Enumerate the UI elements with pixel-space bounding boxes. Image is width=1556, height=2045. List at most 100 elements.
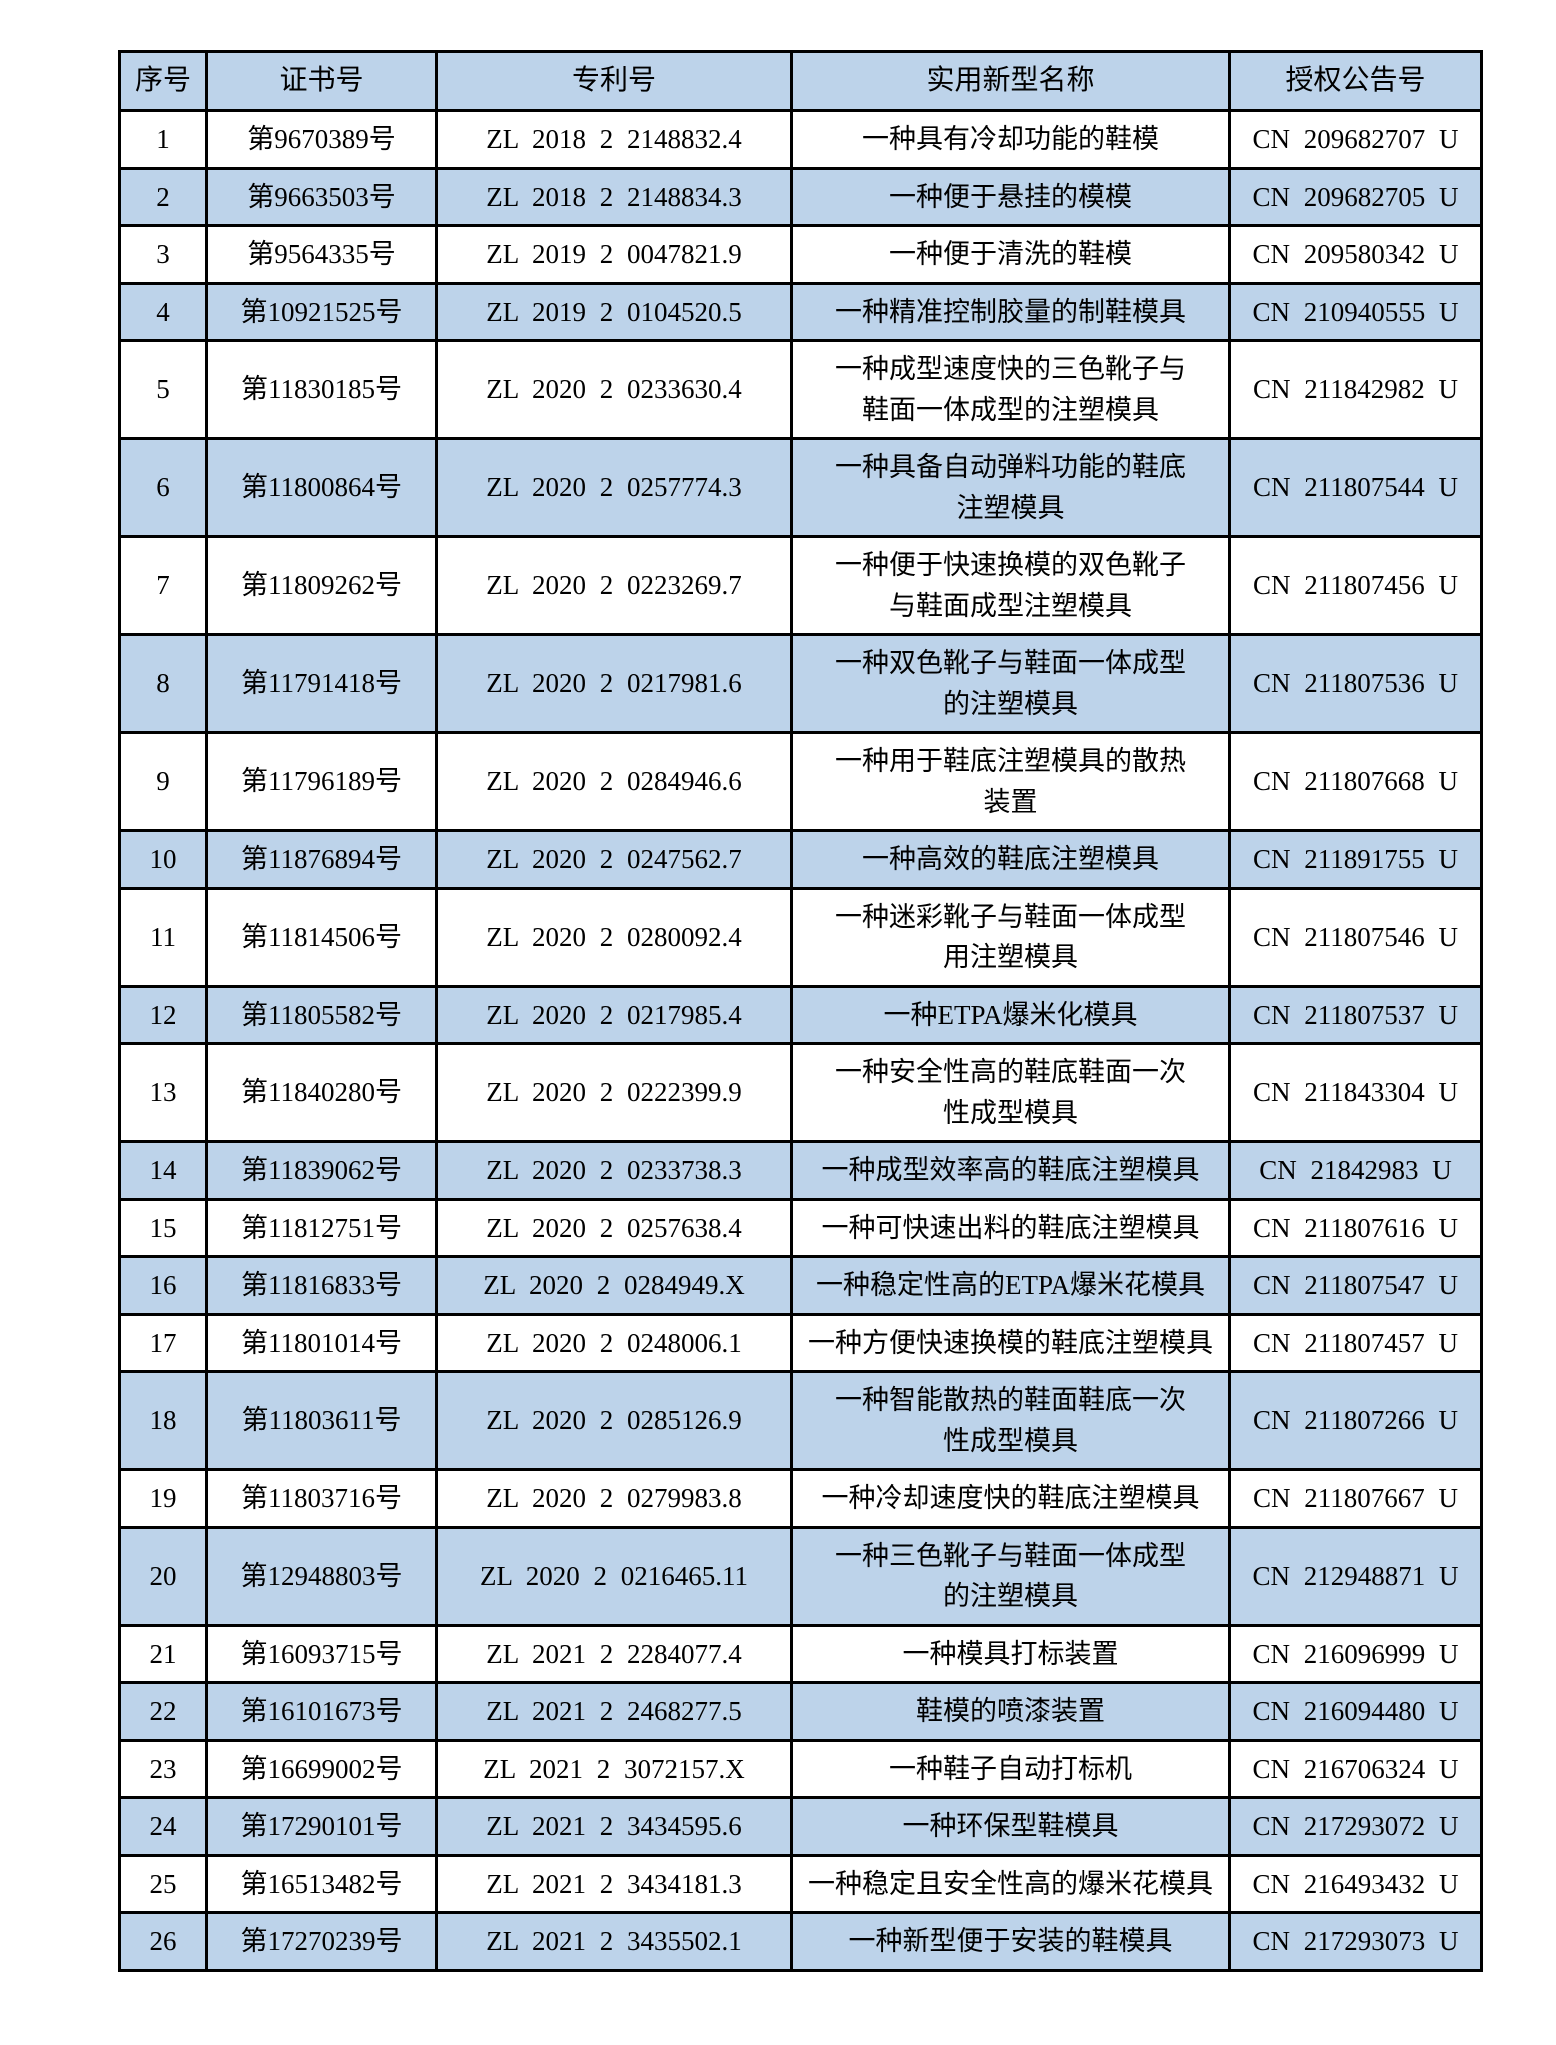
cell-certificate-number: 第11840280号 <box>205 1042 438 1143</box>
table-row: 20 第12948803号 ZL 2020 2 0216465.11 一种三色靴… <box>118 1525 1483 1627</box>
cell-publication-number: CN 211807544 U <box>1228 437 1483 538</box>
cell-index: 2 <box>118 166 208 227</box>
cell-publication-number: CN 211807547 U <box>1228 1255 1483 1316</box>
cell-certificate-number: 第11814506号 <box>205 886 438 988</box>
cell-utility-model-name: 一种环保型鞋模具 <box>790 1796 1231 1857</box>
cell-patent-number: ZL 2020 2 0233738.3 <box>435 1140 793 1201</box>
cell-patent-number: ZL 2020 2 0284949.X <box>435 1255 793 1316</box>
cell-certificate-number: 第11803611号 <box>205 1370 438 1471</box>
cell-patent-number: ZL 2020 2 0223269.7 <box>435 535 793 636</box>
table-row: 16 第11816833号 ZL 2020 2 0284949.X 一种稳定性高… <box>118 1255 1483 1316</box>
table-row: 10 第11876894号 ZL 2020 2 0247562.7 一种高效的鞋… <box>118 829 1483 890</box>
cell-utility-model-name: 一种便于清洗的鞋模 <box>790 224 1231 285</box>
header-row: 序号 证书号 专利号 实用新型名称 授权公告号 <box>118 50 1483 112</box>
cell-patent-number: ZL 2021 2 3072157.X <box>435 1738 793 1799</box>
col-header-utility-model-name: 实用新型名称 <box>790 50 1231 112</box>
cell-publication-number: CN 21842983 U <box>1228 1140 1483 1201</box>
cell-patent-number: ZL 2020 2 0222399.9 <box>435 1042 793 1143</box>
cell-utility-model-name: 一种具有冷却功能的鞋模 <box>790 109 1231 170</box>
cell-index: 12 <box>118 984 208 1045</box>
cell-index: 6 <box>118 437 208 538</box>
cell-patent-number: ZL 2020 2 0217981.6 <box>435 633 793 734</box>
cell-certificate-number: 第11791418号 <box>205 633 438 734</box>
cell-index: 23 <box>118 1738 208 1799</box>
cell-utility-model-name: 一种安全性高的鞋底鞋面一次 性成型模具 <box>790 1042 1231 1143</box>
cell-patent-number: ZL 2020 2 0279983.8 <box>435 1468 793 1529</box>
cell-utility-model-name: 一种新型便于安装的鞋模具 <box>790 1911 1231 1972</box>
cell-utility-model-name: 一种稳定性高的ETPA爆米花模具 <box>790 1255 1231 1316</box>
cell-utility-model-name: 鞋模的喷漆装置 <box>790 1681 1231 1742</box>
cell-utility-model-name: 一种精准控制胶量的制鞋模具 <box>790 281 1231 342</box>
cell-index: 10 <box>118 829 208 890</box>
cell-index: 24 <box>118 1796 208 1857</box>
cell-index: 13 <box>118 1042 208 1143</box>
table-row: 7 第11809262号 ZL 2020 2 0223269.7 一种便于快速换… <box>118 535 1483 636</box>
table-row: 13 第11840280号 ZL 2020 2 0222399.9 一种安全性高… <box>118 1042 1483 1143</box>
cell-patent-number: ZL 2021 2 3434181.3 <box>435 1853 793 1914</box>
table-row: 14 第11839062号 ZL 2020 2 0233738.3 一种成型效率… <box>118 1140 1483 1201</box>
cell-patent-number: ZL 2020 2 0248006.1 <box>435 1312 793 1373</box>
table-row: 15 第11812751号 ZL 2020 2 0257638.4 一种可快速出… <box>118 1197 1483 1258</box>
cell-utility-model-name: 一种可快速出料的鞋底注塑模具 <box>790 1197 1231 1258</box>
cell-publication-number: CN 211807536 U <box>1228 633 1483 734</box>
cell-publication-number: CN 209580342 U <box>1228 224 1483 285</box>
cell-patent-number: ZL 2021 2 2468277.5 <box>435 1681 793 1742</box>
cell-utility-model-name: 一种ETPA爆米化模具 <box>790 984 1231 1045</box>
table-row: 22 第16101673号 ZL 2021 2 2468277.5 鞋模的喷漆装… <box>118 1681 1483 1742</box>
cell-certificate-number: 第11830185号 <box>205 339 438 440</box>
cell-index: 4 <box>118 281 208 342</box>
cell-patent-number: ZL 2020 2 0247562.7 <box>435 829 793 890</box>
cell-publication-number: CN 212948871 U <box>1228 1525 1483 1627</box>
cell-patent-number: ZL 2021 2 3435502.1 <box>435 1911 793 1972</box>
cell-patent-number: ZL 2019 2 0047821.9 <box>435 224 793 285</box>
cell-patent-number: ZL 2021 2 3434595.6 <box>435 1796 793 1857</box>
cell-utility-model-name: 一种高效的鞋底注塑模具 <box>790 829 1231 890</box>
cell-publication-number: CN 209682705 U <box>1228 166 1483 227</box>
cell-publication-number: CN 216706324 U <box>1228 1738 1483 1799</box>
cell-utility-model-name: 一种稳定且安全性高的爆米花模具 <box>790 1853 1231 1914</box>
cell-publication-number: CN 211807266 U <box>1228 1370 1483 1471</box>
table-row: 3 第9564335号 ZL 2019 2 0047821.9 一种便于清洗的鞋… <box>118 224 1483 285</box>
cell-index: 7 <box>118 535 208 636</box>
table-row: 24 第17290101号 ZL 2021 2 3434595.6 一种环保型鞋… <box>118 1796 1483 1857</box>
cell-publication-number: CN 211807546 U <box>1228 886 1483 988</box>
cell-publication-number: CN 211891755 U <box>1228 829 1483 890</box>
cell-index: 25 <box>118 1853 208 1914</box>
cell-certificate-number: 第11805582号 <box>205 984 438 1045</box>
cell-patent-number: ZL 2020 2 0217985.4 <box>435 984 793 1045</box>
cell-publication-number: CN 209682707 U <box>1228 109 1483 170</box>
cell-utility-model-name: 一种成型效率高的鞋底注塑模具 <box>790 1140 1231 1201</box>
cell-index: 17 <box>118 1312 208 1373</box>
cell-publication-number: CN 211807667 U <box>1228 1468 1483 1529</box>
cell-index: 19 <box>118 1468 208 1529</box>
cell-certificate-number: 第16093715号 <box>205 1623 438 1684</box>
cell-utility-model-name: 一种模具打标装置 <box>790 1623 1231 1684</box>
cell-utility-model-name: 一种便于快速换模的双色靴子 与鞋面成型注塑模具 <box>790 535 1231 636</box>
cell-publication-number: CN 211807456 U <box>1228 535 1483 636</box>
cell-index: 15 <box>118 1197 208 1258</box>
cell-certificate-number: 第9663503号 <box>205 166 438 227</box>
cell-index: 18 <box>118 1370 208 1471</box>
cell-patent-number: ZL 2020 2 0216465.11 <box>435 1525 793 1627</box>
cell-patent-number: ZL 2020 2 0285126.9 <box>435 1370 793 1471</box>
table-row: 5 第11830185号 ZL 2020 2 0233630.4 一种成型速度快… <box>118 339 1483 440</box>
cell-certificate-number: 第11801014号 <box>205 1312 438 1373</box>
cell-certificate-number: 第17290101号 <box>205 1796 438 1857</box>
cell-certificate-number: 第12948803号 <box>205 1525 438 1627</box>
cell-publication-number: CN 211807668 U <box>1228 731 1483 832</box>
cell-certificate-number: 第11800864号 <box>205 437 438 538</box>
cell-certificate-number: 第11839062号 <box>205 1140 438 1201</box>
cell-patent-number: ZL 2020 2 0280092.4 <box>435 886 793 988</box>
table-row: 21 第16093715号 ZL 2021 2 2284077.4 一种模具打标… <box>118 1623 1483 1684</box>
cell-index: 11 <box>118 886 208 988</box>
table-row: 2 第9663503号 ZL 2018 2 2148834.3 一种便于悬挂的模… <box>118 166 1483 227</box>
cell-index: 16 <box>118 1255 208 1316</box>
cell-patent-number: ZL 2021 2 2284077.4 <box>435 1623 793 1684</box>
cell-patent-number: ZL 2020 2 0233630.4 <box>435 339 793 440</box>
table-row: 23 第16699002号 ZL 2021 2 3072157.X 一种鞋子自动… <box>118 1738 1483 1799</box>
cell-publication-number: CN 211807457 U <box>1228 1312 1483 1373</box>
table-row: 6 第11800864号 ZL 2020 2 0257774.3 一种具备自动弹… <box>118 437 1483 538</box>
cell-patent-number: ZL 2019 2 0104520.5 <box>435 281 793 342</box>
cell-utility-model-name: 一种成型速度快的三色靴子与 鞋面一体成型的注塑模具 <box>790 339 1231 440</box>
